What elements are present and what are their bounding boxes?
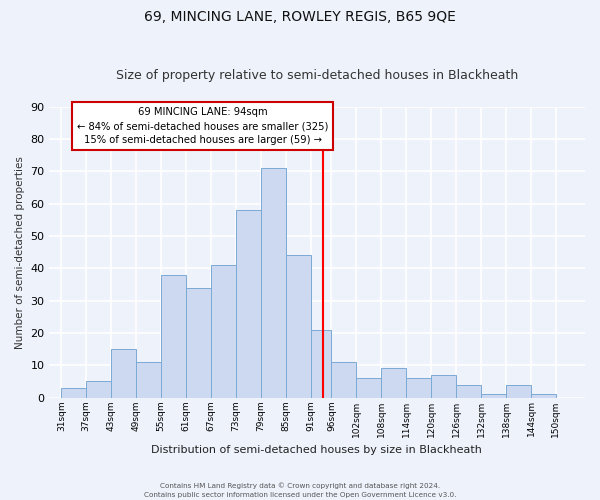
Bar [61, 388, 86, 398]
Bar [136, 362, 161, 398]
Bar [356, 378, 382, 398]
Bar [311, 330, 331, 398]
Bar [111, 349, 136, 398]
Text: 69 MINCING LANE: 94sqm
← 84% of semi-detached houses are smaller (325)
15% of se: 69 MINCING LANE: 94sqm ← 84% of semi-det… [77, 107, 328, 145]
Bar [456, 384, 481, 398]
Bar [382, 368, 406, 398]
Bar [186, 288, 211, 398]
Text: 69, MINCING LANE, ROWLEY REGIS, B65 9QE: 69, MINCING LANE, ROWLEY REGIS, B65 9QE [144, 10, 456, 24]
Text: Contains HM Land Registry data © Crown copyright and database right 2024.
Contai: Contains HM Land Registry data © Crown c… [144, 482, 456, 498]
Bar [211, 265, 236, 398]
Bar [481, 394, 506, 398]
Title: Size of property relative to semi-detached houses in Blackheath: Size of property relative to semi-detach… [116, 69, 518, 82]
Bar [331, 362, 356, 398]
Bar [86, 382, 111, 398]
Bar [506, 384, 531, 398]
Y-axis label: Number of semi-detached properties: Number of semi-detached properties [15, 156, 25, 348]
Bar [531, 394, 556, 398]
Bar [261, 168, 286, 398]
Bar [406, 378, 431, 398]
Bar [431, 375, 456, 398]
Bar [286, 256, 311, 398]
X-axis label: Distribution of semi-detached houses by size in Blackheath: Distribution of semi-detached houses by … [151, 445, 482, 455]
Bar [161, 275, 186, 398]
Bar [236, 210, 261, 398]
